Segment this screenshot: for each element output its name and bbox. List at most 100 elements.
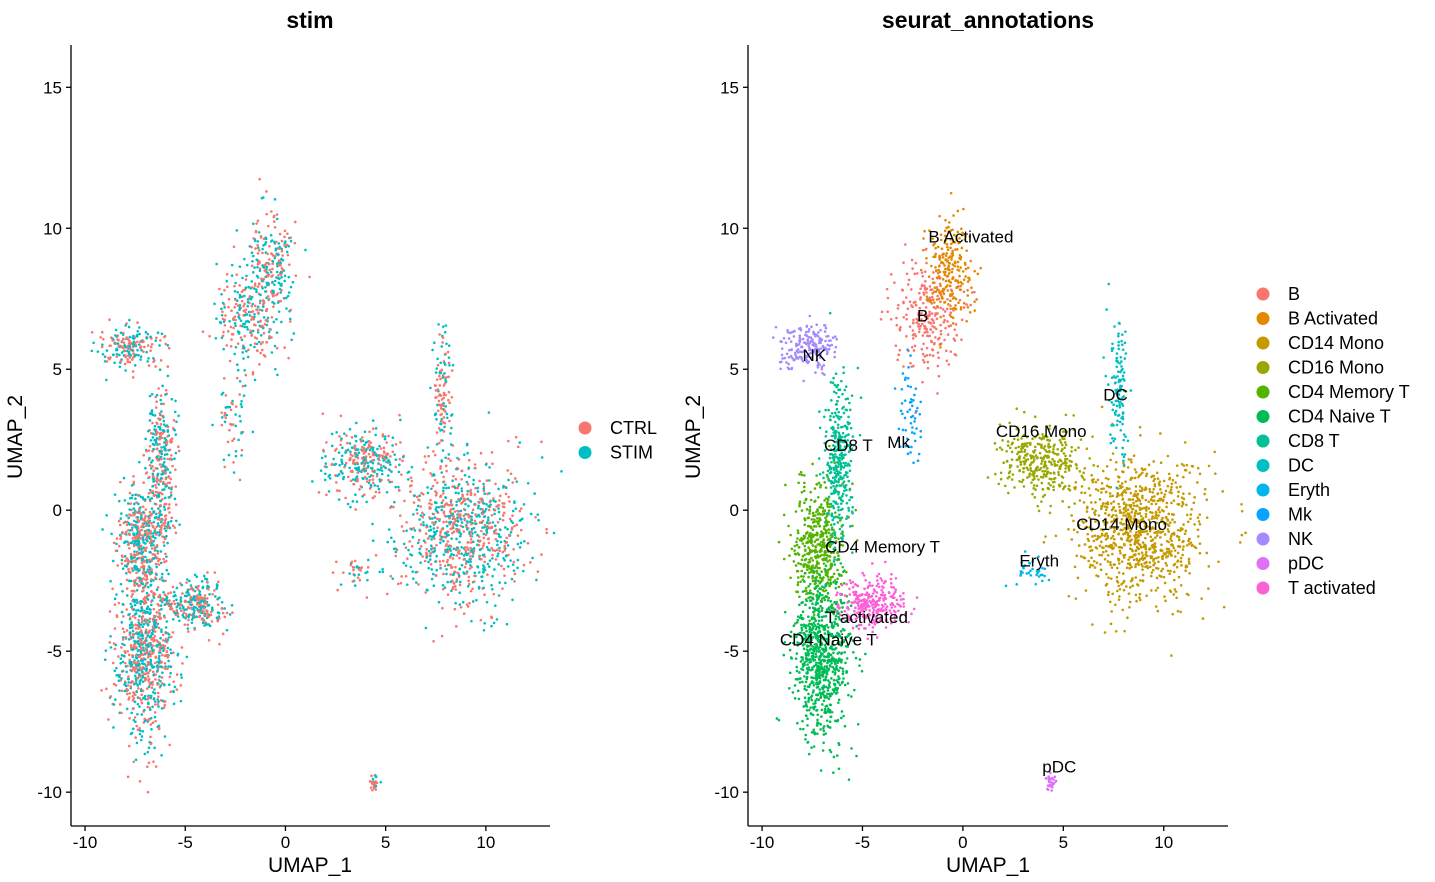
data-point <box>447 457 450 461</box>
data-point <box>461 600 465 604</box>
data-point <box>430 487 433 491</box>
data-point <box>962 301 966 305</box>
data-point <box>128 352 131 356</box>
data-point <box>348 466 351 470</box>
data-point <box>1158 506 1161 509</box>
data-point <box>132 474 135 478</box>
data-point <box>159 504 162 507</box>
data-point <box>457 574 461 577</box>
data-point <box>931 330 935 334</box>
data-point <box>496 520 500 524</box>
data-point <box>196 607 199 611</box>
data-point <box>230 332 234 336</box>
data-point <box>470 515 473 518</box>
data-point <box>398 463 401 467</box>
data-point <box>150 694 153 698</box>
data-point <box>134 560 137 564</box>
data-point <box>444 464 448 468</box>
data-point <box>476 490 480 493</box>
data-point <box>460 563 464 567</box>
data-point <box>109 356 112 359</box>
data-point <box>1166 528 1170 531</box>
data-point <box>469 560 472 563</box>
data-point <box>1128 605 1131 609</box>
data-point <box>455 467 458 471</box>
data-point <box>368 487 372 490</box>
data-point <box>139 738 143 742</box>
data-point <box>255 337 259 340</box>
data-point <box>425 525 428 529</box>
data-point <box>194 606 197 609</box>
data-point <box>217 611 221 615</box>
data-point <box>513 524 516 528</box>
data-point <box>123 362 127 366</box>
data-point <box>1169 537 1172 541</box>
data-point <box>140 688 143 692</box>
data-point <box>152 525 155 529</box>
data-point <box>190 606 194 610</box>
data-point <box>930 295 934 299</box>
data-point <box>353 584 357 587</box>
data-point <box>167 572 170 576</box>
data-point <box>137 569 140 573</box>
y-tick-label: 15 <box>43 78 62 97</box>
stim-points <box>90 177 563 794</box>
data-point <box>142 350 145 353</box>
data-point <box>469 500 473 503</box>
data-point <box>161 633 165 637</box>
data-point <box>142 546 145 550</box>
data-point <box>112 726 115 729</box>
data-point <box>1200 597 1203 600</box>
data-point <box>338 434 341 438</box>
data-point <box>117 344 121 348</box>
data-point <box>466 489 470 493</box>
data-point <box>173 410 177 414</box>
data-point <box>131 648 135 652</box>
data-point <box>946 289 950 292</box>
data-point <box>117 338 120 342</box>
data-point <box>893 281 896 284</box>
data-point <box>483 526 486 529</box>
data-point <box>939 346 942 349</box>
data-point <box>121 333 125 336</box>
data-point <box>438 441 441 445</box>
data-point <box>215 587 218 590</box>
data-point <box>429 472 432 475</box>
data-point <box>202 607 206 610</box>
data-point <box>425 551 428 555</box>
data-point <box>511 514 514 518</box>
data-point <box>131 629 135 633</box>
data-point <box>442 492 445 495</box>
data-point <box>278 232 282 236</box>
data-point <box>455 578 459 581</box>
data-point <box>952 214 955 217</box>
data-point <box>462 612 466 616</box>
data-point <box>255 288 258 291</box>
data-point <box>919 268 923 272</box>
data-point <box>1170 482 1174 486</box>
data-point <box>484 507 488 511</box>
data-point <box>209 613 213 617</box>
data-point <box>450 369 454 372</box>
data-point <box>267 298 270 302</box>
data-point <box>385 592 389 596</box>
data-point <box>1141 573 1145 577</box>
data-point <box>220 393 224 396</box>
data-point <box>237 331 241 335</box>
data-point <box>130 711 134 715</box>
data-point <box>234 424 238 428</box>
data-point <box>221 632 225 636</box>
data-point <box>234 413 237 416</box>
data-point <box>120 554 124 557</box>
data-point <box>490 546 493 550</box>
data-point <box>128 347 132 351</box>
data-point <box>485 521 489 524</box>
data-point <box>270 315 274 319</box>
data-point <box>276 301 280 304</box>
data-point <box>1143 557 1147 560</box>
data-point <box>479 507 483 511</box>
data-point <box>166 425 170 429</box>
data-point <box>264 290 267 293</box>
data-point <box>137 541 141 545</box>
data-point <box>221 611 225 615</box>
